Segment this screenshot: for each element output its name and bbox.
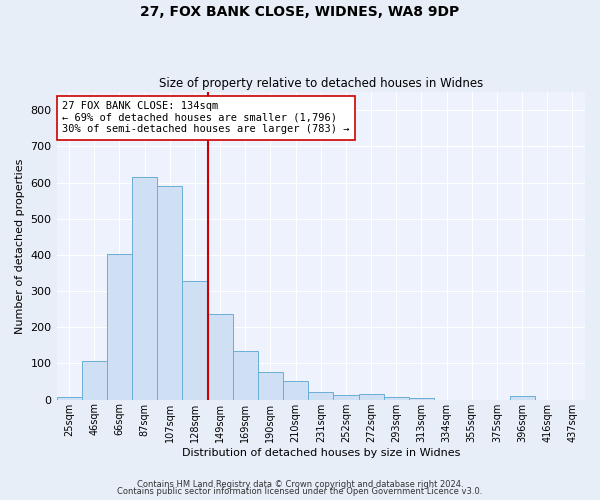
Bar bbox=[258, 372, 283, 400]
Text: Contains public sector information licensed under the Open Government Licence v3: Contains public sector information licen… bbox=[118, 487, 482, 496]
Y-axis label: Number of detached properties: Number of detached properties bbox=[15, 158, 25, 334]
Bar bbox=[233, 351, 258, 400]
Bar bbox=[157, 186, 182, 400]
Bar bbox=[409, 398, 434, 400]
Bar bbox=[132, 178, 157, 400]
Bar bbox=[107, 254, 132, 400]
X-axis label: Distribution of detached houses by size in Widnes: Distribution of detached houses by size … bbox=[182, 448, 460, 458]
Bar bbox=[208, 314, 233, 400]
Bar bbox=[283, 381, 308, 400]
Text: Contains HM Land Registry data © Crown copyright and database right 2024.: Contains HM Land Registry data © Crown c… bbox=[137, 480, 463, 489]
Bar bbox=[56, 397, 82, 400]
Bar bbox=[182, 281, 208, 400]
Bar bbox=[308, 392, 334, 400]
Bar bbox=[509, 396, 535, 400]
Title: Size of property relative to detached houses in Widnes: Size of property relative to detached ho… bbox=[158, 76, 483, 90]
Bar bbox=[334, 394, 359, 400]
Text: 27 FOX BANK CLOSE: 134sqm
← 69% of detached houses are smaller (1,796)
30% of se: 27 FOX BANK CLOSE: 134sqm ← 69% of detac… bbox=[62, 102, 349, 134]
Bar bbox=[359, 394, 383, 400]
Text: 27, FOX BANK CLOSE, WIDNES, WA8 9DP: 27, FOX BANK CLOSE, WIDNES, WA8 9DP bbox=[140, 5, 460, 19]
Bar bbox=[383, 397, 409, 400]
Bar bbox=[82, 362, 107, 400]
